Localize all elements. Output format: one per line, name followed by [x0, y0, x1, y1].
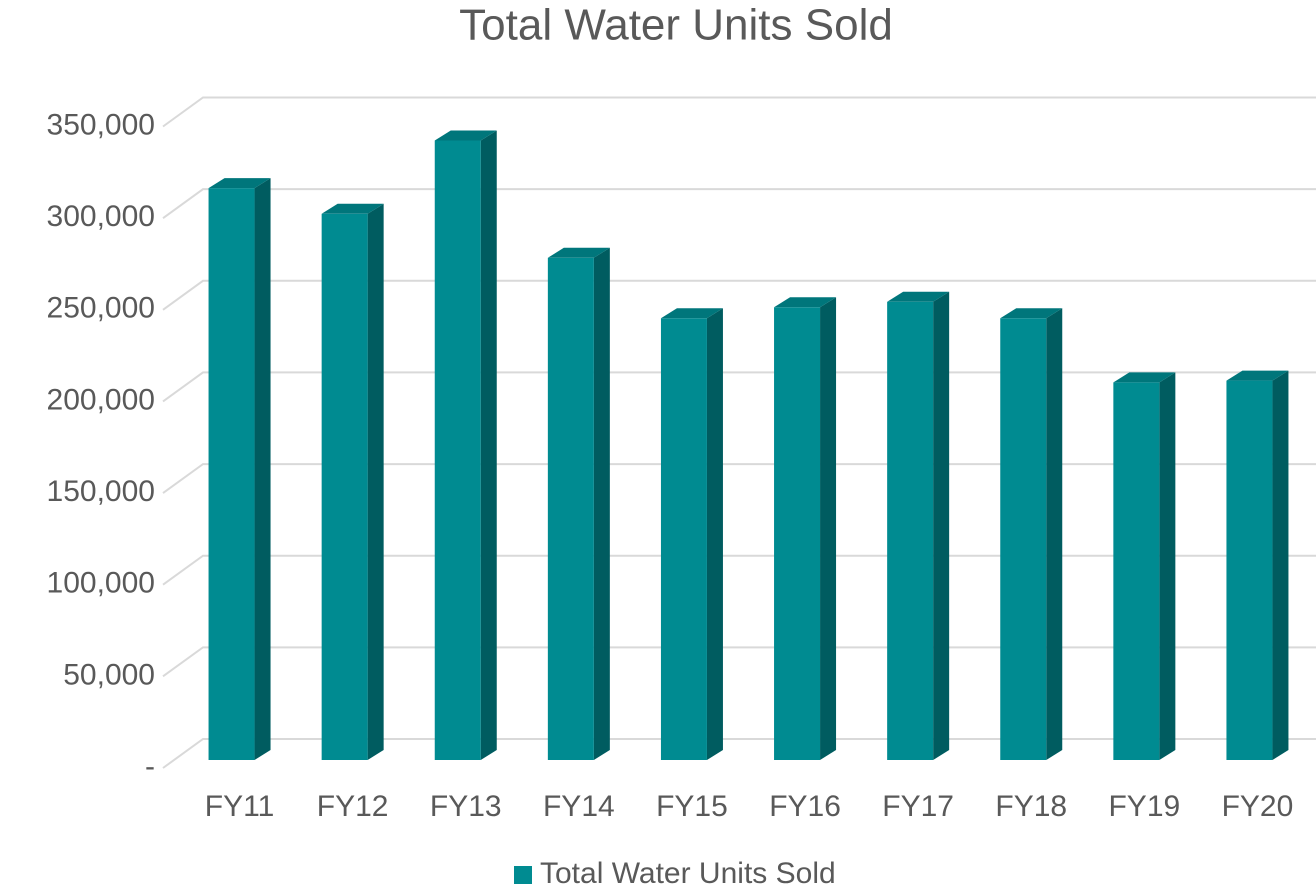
- bar: [434, 140, 481, 761]
- bar-side: [1272, 370, 1289, 760]
- bar-side: [1046, 308, 1063, 760]
- grid-line: [162, 279, 1316, 311]
- bar-side: [367, 203, 384, 760]
- y-tick-label: 350,000: [47, 108, 155, 141]
- x-tick-label: FY18: [995, 790, 1067, 823]
- bar: [208, 188, 255, 761]
- bar: [547, 257, 594, 760]
- y-tick-label: 150,000: [47, 475, 155, 508]
- bar: [774, 307, 821, 760]
- bar: [1226, 380, 1273, 760]
- x-tick-label: FY17: [882, 790, 954, 823]
- x-tick-label: FY16: [769, 790, 841, 823]
- x-tick-label: FY11: [205, 790, 274, 823]
- bar: [887, 301, 934, 760]
- x-tick-label: FY19: [1108, 790, 1180, 823]
- bar-top: [547, 247, 610, 258]
- grid-line: [162, 188, 1316, 219]
- bar-side: [706, 308, 723, 760]
- y-tick-label: 100,000: [47, 567, 155, 600]
- bar-side: [593, 247, 610, 761]
- y-tick-label: -: [145, 750, 155, 783]
- bar-side: [254, 178, 271, 761]
- bar-top: [1226, 370, 1289, 381]
- bar-side: [1159, 372, 1176, 760]
- y-tick-label: 200,000: [47, 383, 155, 416]
- x-tick-label: FY20: [1222, 790, 1294, 823]
- x-tick-label: FY12: [317, 790, 389, 823]
- bar-top: [321, 203, 384, 214]
- bar-top: [434, 130, 497, 141]
- y-tick-label: 300,000: [47, 200, 155, 233]
- bar: [321, 213, 368, 760]
- bar-side: [933, 291, 950, 760]
- bar-top: [774, 297, 837, 308]
- x-tick-label: FY13: [430, 790, 502, 823]
- bar: [660, 318, 707, 760]
- bar-side: [480, 130, 497, 761]
- bar-top: [1000, 308, 1063, 319]
- bar-top: [208, 178, 271, 189]
- bar-top: [1113, 372, 1176, 383]
- bar-top: [660, 308, 723, 319]
- x-tick-label: FY15: [656, 790, 728, 823]
- y-tick-label: 50,000: [63, 658, 155, 691]
- bar: [1113, 382, 1160, 760]
- legend-swatch: [514, 866, 532, 884]
- bar: [1000, 318, 1047, 760]
- bar-side: [820, 297, 837, 760]
- y-tick-label: 250,000: [47, 292, 155, 325]
- x-tick-label: FY14: [543, 790, 615, 823]
- grid-line: [162, 96, 1316, 128]
- chart-title: Total Water Units Sold: [459, 1, 893, 50]
- bar-top: [887, 291, 950, 302]
- legend-label: Total Water Units Sold: [540, 857, 836, 888]
